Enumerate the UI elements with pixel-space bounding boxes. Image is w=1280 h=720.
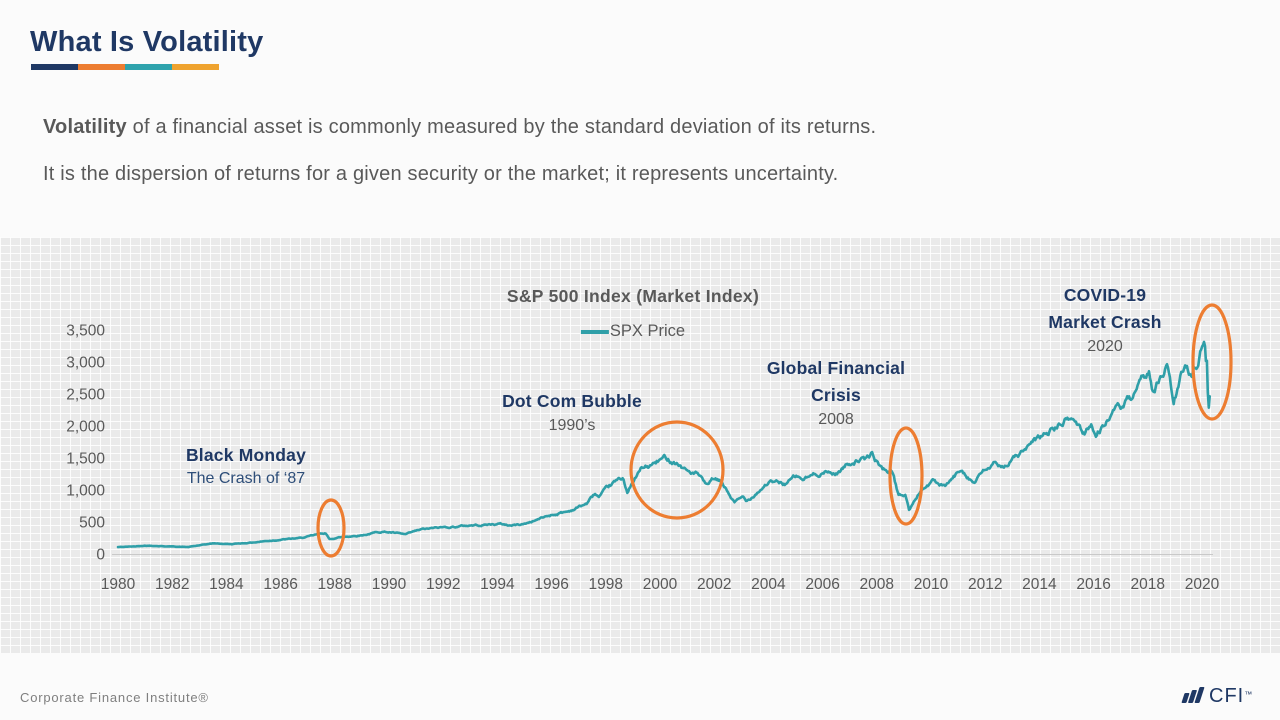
annotation-subtitle: 2008 — [818, 411, 854, 428]
annotation-title: Dot Com Bubble — [502, 391, 642, 411]
annotation-2: Global Financial Crisis — [767, 355, 905, 409]
y-tick-label: 2,500 — [66, 387, 105, 404]
title-underline-segment-2 — [125, 64, 172, 70]
annotation-title: Market Crash — [1048, 312, 1162, 332]
annotation-title: Global Financial — [766, 358, 906, 378]
highlight-ellipse-black-monday-1987 — [316, 498, 346, 558]
y-tick-label: 1,500 — [66, 451, 105, 468]
x-tick-label: 2008 — [860, 576, 894, 593]
cfi-logo: CFI™ — [1181, 685, 1254, 707]
annotation-title: Crisis — [811, 385, 861, 405]
legend-line-swatch — [580, 329, 609, 334]
y-tick-label: 1,000 — [66, 483, 105, 500]
annotation-subtitle: 1990’s — [548, 417, 596, 434]
title-underline-segment-0 — [31, 64, 78, 70]
x-tick-label: 2010 — [914, 576, 949, 593]
title-underline-segment-1 — [78, 64, 125, 70]
spx-price-line — [116, 340, 1211, 549]
x-tick-label: 2016 — [1076, 576, 1110, 593]
x-tick-label: 1984 — [209, 576, 244, 593]
annotation-subtitle: The Crash of ‘87 — [186, 470, 306, 487]
highlight-ellipse-global-financial-crisis-2008 — [888, 426, 924, 526]
x-tick-label: 2014 — [1022, 576, 1057, 593]
x-tick-label: 1990 — [372, 576, 407, 593]
highlight-ellipse-dot-com-bubble-2000 — [629, 420, 725, 520]
y-tick-label: 3,000 — [66, 355, 105, 372]
chart-area: S&P 500 Index (Market Index) SPX Price 0… — [0, 237, 1280, 653]
body-line-2: It is the dispersion of returns for a gi… — [43, 163, 839, 185]
footer-brand-text: Corporate Finance Institute® — [20, 690, 209, 705]
y-tick-label: 3,500 — [66, 323, 105, 340]
cfi-logo-text: CFI™ — [1209, 685, 1254, 707]
y-tick-label: 2,000 — [66, 419, 105, 436]
legend-label: SPX Price — [609, 322, 686, 340]
cfi-bars-icon — [1181, 687, 1205, 706]
annotation-subtitle: 2020 — [1087, 338, 1123, 355]
annotation-title: COVID-19 — [1063, 285, 1147, 305]
body-line-1-rest: of a financial asset is commonly measure… — [126, 116, 877, 138]
x-tick-label: 2004 — [751, 576, 786, 593]
x-tick-label: 1998 — [589, 576, 623, 593]
title-underline — [31, 64, 219, 70]
x-tick-label: 2018 — [1131, 576, 1165, 593]
chart-title: S&P 500 Index (Market Index) — [506, 286, 760, 306]
x-tick-label: 2000 — [643, 576, 678, 593]
x-tick-label: 2020 — [1185, 576, 1220, 593]
body-line-1: Volatility of a financial asset is commo… — [43, 116, 1240, 139]
x-tick-label: 1996 — [534, 576, 568, 593]
annotation-3: COVID-19 Market Crash — [1048, 282, 1161, 336]
x-tick-label: 1994 — [480, 576, 515, 593]
spx-chart-svg: 0 500 1,000 1,500 2,000 2,500 3,000 3,500 1980 19… — [66, 303, 1233, 593]
x-tick-label: 2006 — [805, 576, 839, 593]
x-tick-label: 1986 — [263, 576, 297, 593]
y-tick-label: 500 — [79, 515, 105, 532]
chart-legend: SPX Price — [580, 322, 686, 341]
title-underline-segment-3 — [172, 64, 219, 70]
page-title: What Is Volatility — [30, 26, 264, 58]
annotation-1: Dot Com Bubble — [502, 388, 642, 415]
x-tick-label: 2012 — [968, 576, 1002, 593]
annotation-0: Black Monday — [186, 442, 306, 469]
x-tick-label: 1992 — [426, 576, 460, 593]
highlight-ellipse-covid-19-crash-2020 — [1191, 303, 1233, 421]
annotation-title: Black Monday — [185, 445, 307, 465]
trademark-symbol: ™ — [1244, 690, 1254, 699]
y-tick-label: 0 — [96, 547, 105, 564]
body-line-1-bold: Volatility — [43, 116, 127, 138]
x-tick-label: 2002 — [697, 576, 731, 593]
x-tick-label: 1988 — [318, 576, 352, 593]
x-tick-label: 1980 — [101, 576, 136, 593]
x-tick-label: 1982 — [155, 576, 189, 593]
